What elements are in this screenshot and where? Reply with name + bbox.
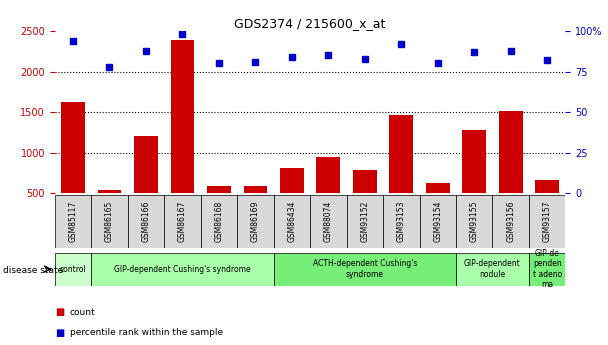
- Text: GSM86434: GSM86434: [288, 201, 296, 243]
- Bar: [426, 184, 449, 234]
- Bar: [170, 40, 194, 234]
- FancyBboxPatch shape: [274, 253, 456, 286]
- FancyBboxPatch shape: [456, 253, 529, 286]
- Bar: [353, 170, 376, 234]
- Text: GSM93154: GSM93154: [434, 201, 442, 243]
- FancyBboxPatch shape: [529, 253, 565, 286]
- Text: control: control: [60, 265, 86, 274]
- Text: GSM86167: GSM86167: [178, 201, 187, 242]
- FancyBboxPatch shape: [529, 195, 565, 248]
- Text: ■: ■: [55, 307, 64, 317]
- FancyBboxPatch shape: [383, 195, 420, 248]
- Title: GDS2374 / 215600_x_at: GDS2374 / 215600_x_at: [235, 17, 385, 30]
- FancyBboxPatch shape: [347, 195, 383, 248]
- Text: disease state: disease state: [3, 266, 63, 275]
- Text: GSM86166: GSM86166: [142, 201, 150, 242]
- FancyBboxPatch shape: [456, 195, 492, 248]
- Text: GSM85117: GSM85117: [69, 201, 77, 242]
- Bar: [97, 189, 121, 234]
- Bar: [207, 186, 230, 234]
- Bar: [243, 186, 267, 234]
- Text: GIP-de
penden
t adeno
ma: GIP-de penden t adeno ma: [533, 249, 562, 289]
- Text: ■: ■: [55, 328, 64, 338]
- Text: count: count: [70, 308, 95, 317]
- Bar: [389, 115, 413, 234]
- FancyBboxPatch shape: [237, 195, 274, 248]
- FancyBboxPatch shape: [55, 195, 91, 248]
- FancyBboxPatch shape: [492, 195, 529, 248]
- FancyBboxPatch shape: [201, 195, 237, 248]
- FancyBboxPatch shape: [420, 195, 456, 248]
- Text: GIP-dependent Cushing's syndrome: GIP-dependent Cushing's syndrome: [114, 265, 250, 274]
- Bar: [134, 136, 157, 234]
- Text: GSM93152: GSM93152: [361, 201, 369, 242]
- FancyBboxPatch shape: [310, 195, 347, 248]
- Bar: [499, 110, 522, 234]
- FancyBboxPatch shape: [164, 195, 201, 248]
- Bar: [535, 180, 559, 234]
- Bar: [280, 168, 303, 234]
- Text: GSM86169: GSM86169: [251, 201, 260, 242]
- Text: GSM93156: GSM93156: [506, 201, 515, 243]
- FancyBboxPatch shape: [128, 195, 164, 248]
- Bar: [61, 101, 85, 234]
- FancyBboxPatch shape: [91, 195, 128, 248]
- FancyBboxPatch shape: [274, 195, 310, 248]
- Text: GSM86168: GSM86168: [215, 201, 223, 242]
- Text: GSM93153: GSM93153: [397, 201, 406, 243]
- Text: GSM86165: GSM86165: [105, 201, 114, 242]
- Text: percentile rank within the sample: percentile rank within the sample: [70, 328, 223, 337]
- Text: ACTH-dependent Cushing's
syndrome: ACTH-dependent Cushing's syndrome: [313, 259, 417, 279]
- FancyBboxPatch shape: [55, 253, 91, 286]
- FancyBboxPatch shape: [91, 253, 274, 286]
- Text: GSM93155: GSM93155: [470, 201, 478, 243]
- Text: GSM88074: GSM88074: [324, 201, 333, 242]
- Text: GSM93157: GSM93157: [543, 201, 551, 243]
- Text: GIP-dependent
nodule: GIP-dependent nodule: [464, 259, 521, 279]
- Bar: [462, 130, 486, 234]
- Bar: [316, 157, 340, 234]
